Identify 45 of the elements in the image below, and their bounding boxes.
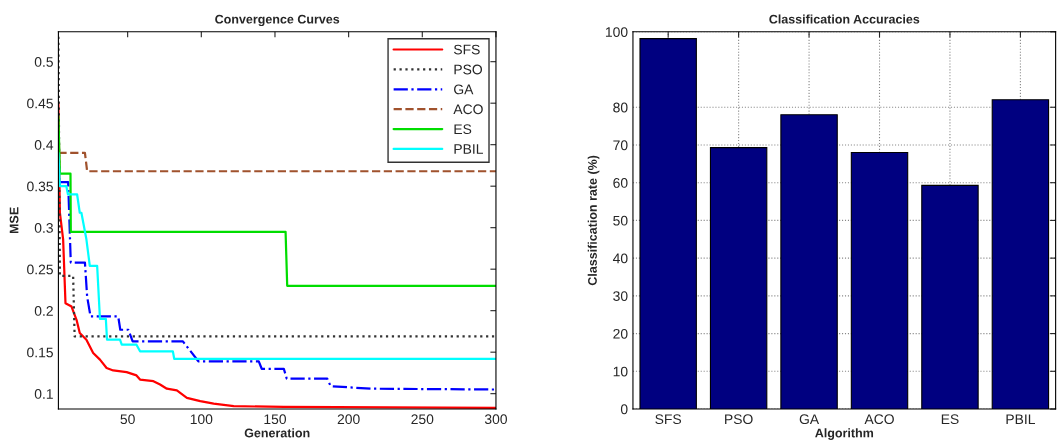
y-axis-title: MSE	[9, 207, 19, 234]
line-series	[58, 115, 496, 287]
y-tick-label: 0.45	[27, 98, 53, 109]
y-tick-label: 80	[613, 102, 628, 113]
legend-label: ACO	[453, 104, 483, 115]
y-tick-label: 0	[620, 404, 628, 415]
y-axis-title: Classification rate (%)	[587, 155, 600, 286]
x-axis-title: Generation	[244, 428, 310, 438]
legend-label: GA	[454, 84, 474, 95]
x-tick-label: 150	[264, 414, 287, 425]
y-tick-label: 60	[613, 178, 628, 188]
x-tick-label: 100	[190, 414, 213, 425]
x-tick-label: GA	[799, 414, 820, 425]
x-tick-label: ES	[941, 414, 959, 425]
y-tick-label: 70	[613, 140, 628, 151]
chart-title: Classification Accuracies	[769, 14, 920, 24]
y-tick-label: 0.2	[34, 306, 53, 316]
y-tick-label: 0.35	[27, 181, 53, 192]
legend-label: PSO	[454, 64, 483, 75]
y-tick-label: 10	[613, 366, 628, 377]
chart-title: Convergence Curves	[215, 14, 340, 27]
x-tick-label: ACO	[864, 414, 894, 425]
y-tick-label: 0.15	[27, 347, 53, 358]
x-axis-title: Algorithm	[815, 428, 874, 440]
y-tick-label: 0.4	[34, 140, 54, 150]
y-tick-label: 30	[613, 291, 628, 302]
x-tick-label: 250	[411, 414, 434, 425]
x-tick-label: PBIL	[1006, 414, 1035, 424]
legend-label: PBIL	[454, 144, 483, 154]
y-tick-label: 0.3	[34, 223, 53, 233]
x-tick-label: 50	[120, 414, 135, 425]
x-tick-label: 300	[484, 414, 507, 425]
legend-label: SFS	[453, 44, 480, 55]
x-tick-label: PSO	[725, 414, 753, 425]
y-tick-label: 0.5	[34, 57, 53, 67]
line-series	[58, 180, 496, 391]
y-tick-label: 0.1	[34, 389, 53, 399]
y-tick-label: 20	[613, 328, 628, 339]
legend-label: ES	[454, 124, 472, 135]
y-tick-label: 0.25	[27, 264, 53, 275]
x-tick-label: SFS	[655, 414, 682, 425]
y-tick-label: 100	[605, 27, 628, 37]
y-tick-label: 40	[612, 253, 628, 264]
y-tick-label: 50	[613, 215, 628, 226]
x-tick-label: 200	[337, 414, 360, 425]
